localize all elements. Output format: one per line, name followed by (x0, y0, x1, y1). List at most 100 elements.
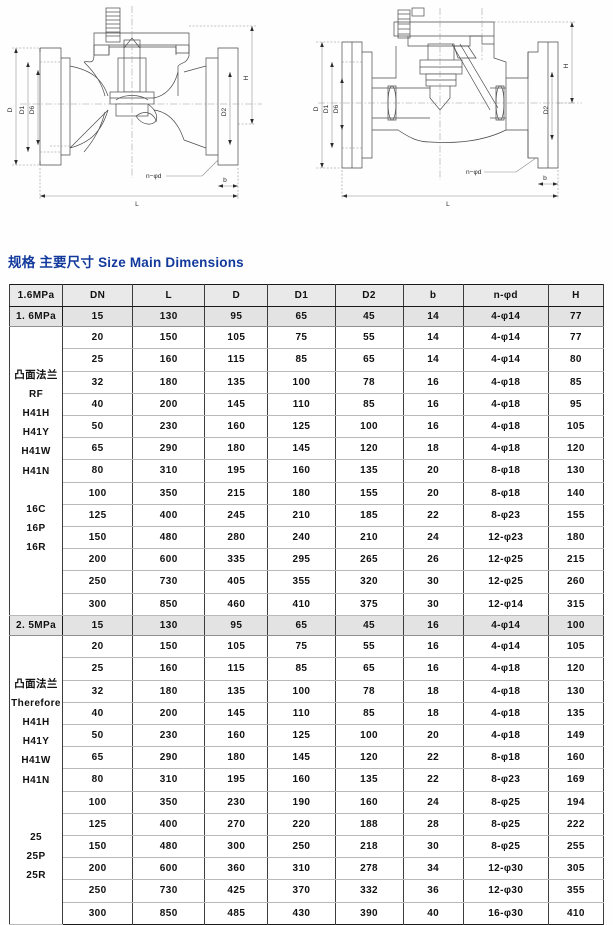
cell-l: 850 (132, 901, 206, 925)
cell-dn: 40 (62, 701, 134, 726)
table-header-row: 1.6MPa DN L D D1 D2 b n-φd H (8, 284, 605, 307)
group-label-line: H41H (22, 716, 50, 728)
main-dimensions-table: 1.6MPa DN L D D1 D2 b n-φd H 1. 6MPa 15 13… (8, 284, 605, 925)
column-header-l: L (132, 284, 206, 307)
cell-l: 350 (132, 790, 206, 814)
cell-dn: 65 (62, 746, 134, 770)
cell-d: 95 (204, 305, 269, 328)
group-label-line (10, 481, 62, 500)
cell-n-phi-d: 8-φ25 (462, 835, 549, 859)
cell-d2: 160 (334, 790, 404, 814)
group-label-line (10, 346, 62, 365)
cell-d1: 75 (267, 326, 336, 350)
dim-label-b: b (543, 175, 547, 182)
cell-l: 480 (132, 835, 206, 859)
dim-label-D6: D6 (29, 105, 36, 114)
cell-h: 130 (547, 459, 605, 483)
cell-d: 215 (204, 481, 269, 505)
cell-h: 120 (547, 657, 605, 681)
page-title: 规格 主要尺寸 Size Main Dimensions (8, 255, 244, 270)
cell-n-phi-d: 8-φ23 (462, 503, 549, 528)
cell-n-phi-d: 8-φ18 (462, 481, 549, 505)
table-row: 100 350 230 190 160 24 8-φ25 194 (10, 790, 605, 814)
cell-dn: 300 (62, 901, 134, 925)
cell-n-phi-d: 12-φ25 (462, 570, 549, 594)
cell-dn: 250 (62, 570, 134, 594)
cell-l: 600 (132, 548, 206, 572)
cell-d: 245 (204, 503, 269, 528)
cell-b: 14 (402, 305, 464, 328)
cell-d2: 135 (334, 459, 404, 483)
cell-d2: 218 (334, 835, 404, 859)
cell-dn: 25 (62, 348, 134, 372)
table-row: 32 180 135 100 78 16 4-φ18 85 (10, 370, 605, 394)
column-header-h: H (547, 284, 605, 307)
cell-h: 155 (547, 503, 605, 528)
cell-dn: 80 (62, 459, 134, 483)
cell-d1: 250 (267, 835, 336, 859)
cell-l: 150 (132, 635, 206, 659)
group-label-line: H41H (22, 407, 50, 419)
group-label-line: 凸面法兰 (14, 677, 58, 690)
cell-d2: 45 (334, 305, 404, 328)
table-row: 32 180 135 100 78 18 4-φ18 130 (10, 679, 605, 703)
dim-label-D: D (7, 107, 14, 112)
cell-l: 350 (132, 481, 206, 505)
cell-d2: 375 (334, 592, 404, 617)
cell-b: 18 (402, 701, 464, 726)
cell-l: 230 (132, 415, 206, 439)
cell-h: 160 (547, 746, 605, 770)
cell-h: 135 (547, 701, 605, 726)
cell-l: 730 (132, 879, 206, 903)
cell-d2: 55 (334, 326, 404, 350)
cell-d1: 220 (267, 812, 336, 837)
cell-h: 77 (547, 326, 605, 350)
cell-d2: 185 (334, 503, 404, 528)
cell-l: 150 (132, 326, 206, 350)
cell-dn: 15 (62, 305, 134, 328)
cell-d1: 160 (267, 768, 336, 792)
cell-d2: 45 (334, 615, 404, 637)
cell-l: 130 (132, 305, 206, 328)
group-label-line (10, 636, 62, 655)
cell-h: 95 (547, 392, 605, 417)
cell-d: 300 (204, 835, 269, 859)
cell-d1: 100 (267, 679, 336, 703)
group-label-line (10, 790, 62, 809)
cell-d2: 390 (334, 901, 404, 925)
group-label-line (10, 655, 62, 674)
cell-dn: 80 (62, 768, 134, 792)
cell-l: 180 (132, 679, 206, 703)
cell-l: 130 (132, 615, 206, 637)
group-label-line: 16C (26, 503, 46, 515)
column-header-dn: DN (62, 284, 134, 307)
table-row: 200 600 335 295 265 26 12-φ25 215 (10, 548, 605, 572)
technical-drawings-panel: D D1 D6 H D2 n−φd b L (0, 0, 613, 222)
table-row: 50 230 160 125 100 16 4-φ18 105 (10, 415, 605, 439)
cell-d2: 332 (334, 879, 404, 903)
cell-h: 222 (547, 812, 605, 837)
cell-d: 145 (204, 701, 269, 726)
cell-b: 24 (402, 526, 464, 550)
cell-d1: 295 (267, 548, 336, 572)
cell-d1: 125 (267, 724, 336, 748)
cell-d: 105 (204, 635, 269, 659)
group-label-line: Therefore (11, 697, 61, 709)
cell-dn: 200 (62, 548, 134, 572)
cell-d: 195 (204, 459, 269, 483)
cell-h: 315 (547, 592, 605, 617)
table-row: 40 200 145 110 85 18 4-φ18 135 (10, 701, 605, 726)
group-label-line (10, 327, 62, 346)
cell-b: 18 (402, 679, 464, 703)
dim-label-b: b (223, 177, 227, 184)
cell-d1: 410 (267, 592, 336, 617)
cell-n-phi-d: 12-φ25 (462, 548, 549, 572)
cell-d2: 188 (334, 812, 404, 837)
cell-b: 16 (402, 615, 464, 637)
cell-dn: 300 (62, 592, 134, 617)
cell-n-phi-d: 8-φ25 (462, 812, 549, 837)
cell-d1: 190 (267, 790, 336, 814)
cell-d: 270 (204, 812, 269, 837)
cell-n-phi-d: 4-φ18 (462, 657, 549, 681)
column-header-d1: D1 (267, 284, 336, 307)
